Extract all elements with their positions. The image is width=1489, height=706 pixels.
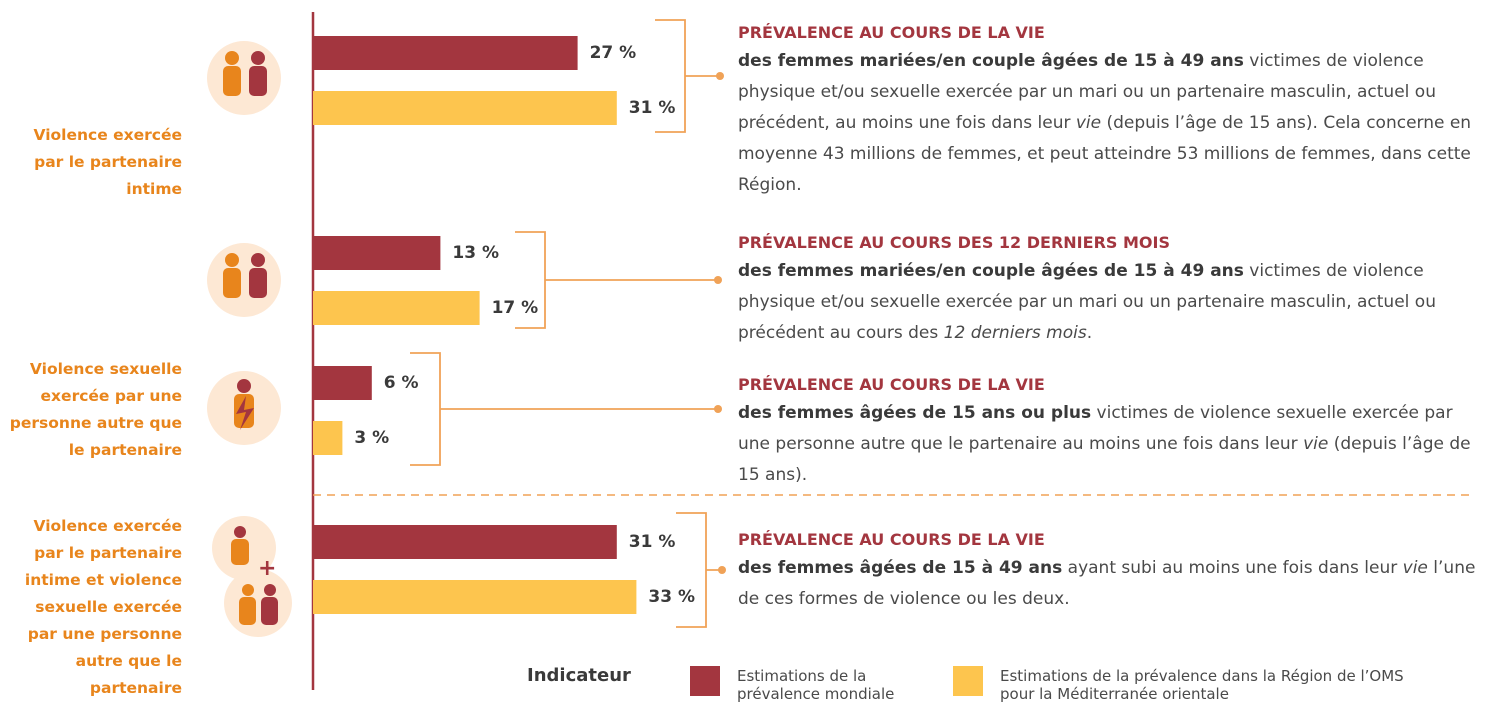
annotation-text: des femmes mariées/en couple âgées de 15… xyxy=(738,51,1244,71)
annotation-text: des femmes mariées/en couple âgées de 15… xyxy=(738,261,1244,281)
icon xyxy=(207,243,281,317)
legend-label: Estimations de la prévalence mondiale xyxy=(737,667,912,703)
icon xyxy=(207,41,281,115)
annotation-text: vie xyxy=(1303,434,1328,454)
value-label: 33 % xyxy=(648,587,695,607)
annotation-text: vie xyxy=(1076,113,1101,133)
annotation-text: 12 derniers mois xyxy=(944,323,1087,343)
legend-swatch xyxy=(690,666,720,696)
bar xyxy=(313,36,578,70)
annotation: PRÉVALENCE AU COURS DES 12 DERNIERS MOIS… xyxy=(738,230,1478,349)
bar xyxy=(313,91,617,125)
annotation-text: ayant subi au moins une fois dans leur xyxy=(1062,558,1402,578)
value-label: 3 % xyxy=(354,428,389,448)
bracket xyxy=(676,513,722,627)
annotation-text: vie xyxy=(1403,558,1428,578)
bar xyxy=(313,580,636,614)
svg-text:+: + xyxy=(258,556,276,581)
bar xyxy=(313,525,617,559)
annotation-title: PRÉVALENCE AU COURS DES 12 DERNIERS MOIS xyxy=(738,230,1478,256)
category-label: Violence exercée par le partenaire intim… xyxy=(2,513,182,702)
value-label: 6 % xyxy=(384,373,419,393)
legend-swatch xyxy=(953,666,983,696)
legend-label: Estimations de la prévalence dans la Rég… xyxy=(1000,667,1420,703)
annotation: PRÉVALENCE AU COURS DE LA VIE des femmes … xyxy=(738,372,1478,491)
annotation-text: des femmes âgées de 15 ans ou plus xyxy=(738,403,1091,423)
annotation-text: . xyxy=(1087,323,1092,343)
bar xyxy=(313,291,480,325)
bar xyxy=(313,366,372,400)
bar xyxy=(313,421,342,455)
value-label: 13 % xyxy=(452,243,499,263)
bracket-dot xyxy=(716,72,724,80)
value-label: 17 % xyxy=(492,298,539,318)
annotation-title: PRÉVALENCE AU COURS DE LA VIE xyxy=(738,20,1478,46)
annotation-text: des femmes âgées de 15 à 49 ans xyxy=(738,558,1062,578)
bracket-dot xyxy=(714,276,722,284)
value-label: 31 % xyxy=(629,98,676,118)
category-label: Violence exercée par le partenaire intim… xyxy=(2,122,182,203)
icons xyxy=(207,41,292,637)
page: + Indicateur (() => { const data = JSON.… xyxy=(0,0,1489,706)
bracket-dot xyxy=(718,566,726,574)
annotation: PRÉVALENCE AU COURS DE LA VIE des femmes … xyxy=(738,527,1478,615)
value-label: 31 % xyxy=(629,532,676,552)
annotation-title: PRÉVALENCE AU COURS DE LA VIE xyxy=(738,527,1478,553)
bracket xyxy=(515,232,718,328)
bracket-dot xyxy=(714,405,722,413)
bar xyxy=(313,236,440,270)
bracket xyxy=(410,353,718,465)
legend-title: Indicateur xyxy=(527,667,631,685)
category-label: Violence sexuelle exercée par une person… xyxy=(2,356,182,464)
annotation-title: PRÉVALENCE AU COURS DE LA VIE xyxy=(738,372,1478,398)
value-label: 27 % xyxy=(590,43,637,63)
annotation: PRÉVALENCE AU COURS DE LA VIE des femmes … xyxy=(738,20,1478,201)
